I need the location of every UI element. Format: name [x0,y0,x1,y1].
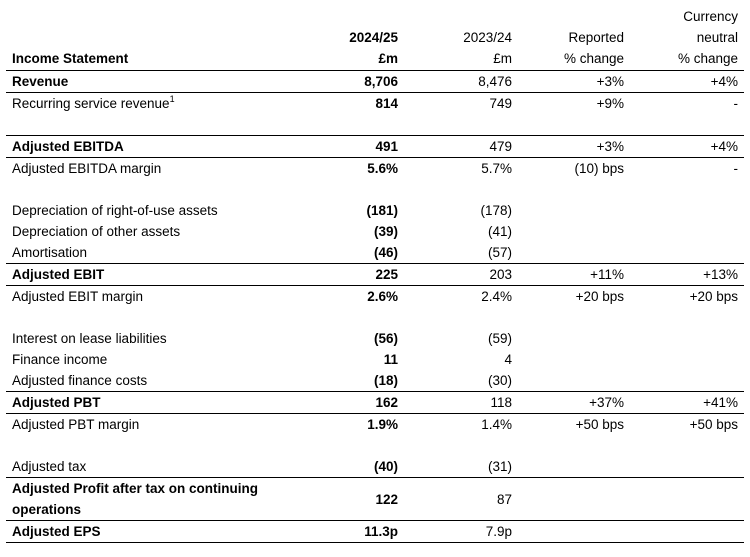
row-label: Depreciation of other assets [12,224,181,239]
table-row-depreciation-rou: Depreciation of right-of-use assets (181… [6,200,744,221]
row-label: Adjusted EBIT [6,263,282,286]
value-cc-change: +20 bps [689,289,738,304]
table-row-amortisation: Amortisation (46) (57) [6,242,744,264]
table-row-interest-lease: Interest on lease liabilities (56) (59) [6,328,744,349]
value-reported-change: +11% [518,263,630,286]
row-label: Finance income [12,352,108,367]
value-prior: 8,476 [404,70,518,93]
spacer-row [6,307,744,328]
value-cc-change: +41% [630,391,744,414]
value-reported-change: +20 bps [575,289,624,304]
table-row-adjusted-finance-costs: Adjusted finance costs (18) (30) [6,370,744,392]
table-row-adjusted-pbt-margin: Adjusted PBT margin 1.9% 1.4% +50 bps +5… [6,414,744,436]
value-prior: (178) [480,203,512,218]
table-row-recurring-service-revenue: Recurring service revenue1 814 749 +9% - [6,93,744,115]
spacer-row [6,179,744,200]
table-row-finance-income: Finance income 11 4 [6,349,744,370]
value-current: 11.3p [282,520,404,543]
value-prior: 118 [404,391,518,414]
value-prior: 1.4% [481,417,512,432]
value-current: 122 [282,477,404,521]
value-reported-change: +9% [596,96,624,111]
value-current: (46) [282,242,404,264]
value-prior: (57) [404,242,518,264]
value-current: (18) [282,370,404,392]
value-prior: (59) [487,331,512,346]
table-row-adjusted-tax: Adjusted tax (40) (31) [6,456,744,478]
value-cc-change: - [733,161,739,176]
value-cc-change: +50 bps [689,417,738,432]
row-label: Adjusted Profit after tax on continuing … [6,477,282,521]
table-row-adjusted-profit-after-tax: Adjusted Profit after tax on continuing … [6,477,744,521]
value-reported-change: +37% [518,391,630,414]
value-prior: 203 [404,263,518,286]
header-reported-change: Reported% change [518,6,630,71]
value-cc-change: +4% [630,135,744,158]
value-current: (39) [373,224,398,239]
table-row-adjusted-pbt: Adjusted PBT 162 118 +37% +41% [6,391,744,414]
value-reported-change: (10) bps [574,161,624,176]
table-row-adjusted-ebit-margin: Adjusted EBIT margin 2.6% 2.4% +20 bps +… [6,286,744,308]
row-label: Adjusted PBT margin [12,417,140,432]
header-prior-year: 2023/24 £m [404,6,518,71]
table-row-adjusted-ebit: Adjusted EBIT 225 203 +11% +13% [6,263,744,286]
row-label: Adjusted EBITDA margin [12,161,162,176]
value-current: 5.6% [367,161,398,176]
header-current-year: 2024/25 £m [282,6,404,71]
income-statement-table: Income Statement 2024/25 £m 2023/24 £m Rep… [6,6,744,543]
value-prior: 479 [404,135,518,158]
value-prior: 7.9p [404,520,518,543]
value-cc-change: +13% [630,263,744,286]
value-current: (181) [366,203,398,218]
value-prior: (31) [404,456,518,478]
value-cc-change: +4% [630,70,744,93]
table-header-row: Income Statement 2024/25 £m 2023/24 £m Rep… [6,6,744,71]
row-label: Amortisation [6,242,282,264]
value-current: 814 [375,96,398,111]
table-row-depreciation-other: Depreciation of other assets (39) (41) [6,221,744,242]
header-currency-neutral-change: Currency neutral% change [630,6,744,71]
row-label: Adjusted EPS [6,520,282,543]
value-reported-change: +50 bps [575,417,624,432]
table-row-revenue: Revenue 8,706 8,476 +3% +4% [6,70,744,93]
value-cc-change: - [733,96,739,111]
value-reported-change: +3% [518,135,630,158]
spacer-row [6,114,744,136]
footnote-marker: 1 [169,93,175,104]
value-current: (40) [282,456,404,478]
value-current: 2.6% [367,289,398,304]
value-prior: 4 [504,352,512,367]
value-current: (56) [373,331,398,346]
value-prior: 87 [404,477,518,521]
value-current: 225 [282,263,404,286]
table-title: Income Statement [6,6,282,71]
row-label: Adjusted EBITDA [6,135,282,158]
row-label: Adjusted EBIT margin [12,289,144,304]
row-label: Revenue [6,70,282,93]
value-current: 11 [383,352,398,367]
row-label: Interest on lease liabilities [12,331,167,346]
row-label: Adjusted PBT [6,391,282,414]
value-prior: 2.4% [481,289,512,304]
value-prior: 5.7% [481,161,512,176]
value-reported-change: +3% [518,70,630,93]
table-row-adjusted-eps: Adjusted EPS 11.3p 7.9p [6,520,744,543]
spacer-row [6,435,744,456]
value-prior: 749 [489,96,512,111]
row-label: Depreciation of right-of-use assets [12,203,218,218]
row-label: Adjusted tax [6,456,282,478]
table-row-adjusted-ebitda-margin: Adjusted EBITDA margin 5.6% 5.7% (10) bp… [6,158,744,180]
value-current: 162 [282,391,404,414]
value-prior: (41) [487,224,512,239]
row-label: Adjusted finance costs [6,370,282,392]
value-prior: (30) [404,370,518,392]
value-current: 491 [282,135,404,158]
table-row-adjusted-ebitda: Adjusted EBITDA 491 479 +3% +4% [6,135,744,158]
row-label: Recurring service revenue1 [12,93,175,111]
value-current: 1.9% [367,417,398,432]
value-current: 8,706 [282,70,404,93]
